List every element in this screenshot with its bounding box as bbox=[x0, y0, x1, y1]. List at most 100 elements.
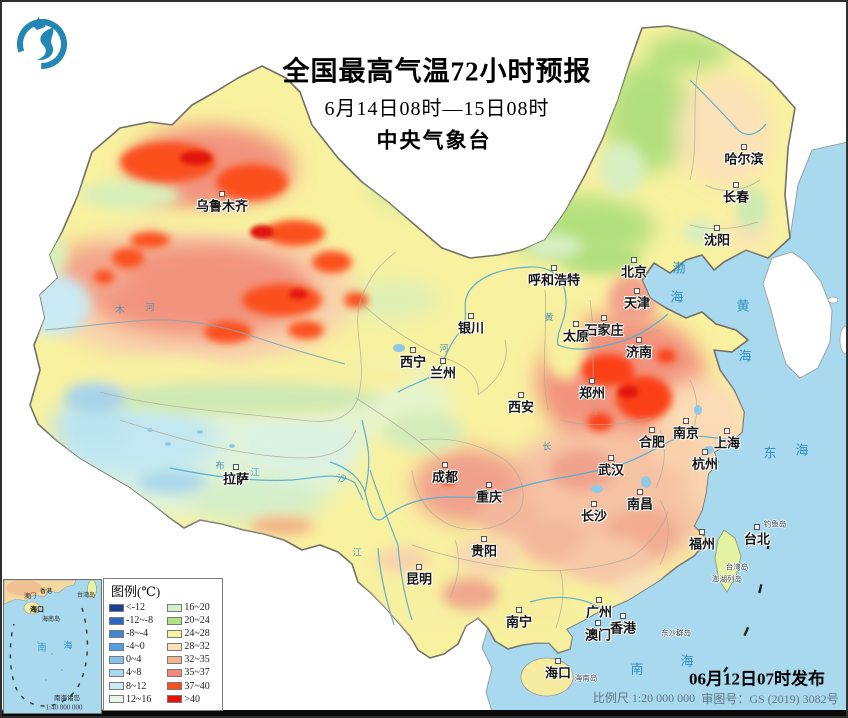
city-marker bbox=[551, 265, 557, 271]
city-marker bbox=[702, 449, 708, 455]
city-label: 南昌 bbox=[626, 496, 654, 512]
forecast-period: 6月14日08时—15日08时 bbox=[324, 98, 550, 120]
city-marker bbox=[516, 607, 522, 613]
city-label: 杭州 bbox=[691, 456, 719, 472]
legend-row: 16~20 bbox=[167, 601, 222, 614]
cma-logo-icon bbox=[17, 17, 67, 69]
legend-color-swatch bbox=[109, 629, 124, 638]
city-marker bbox=[634, 288, 640, 294]
city-marker bbox=[410, 347, 416, 353]
river-name-label: 江 bbox=[352, 547, 362, 558]
city-marker bbox=[741, 144, 747, 150]
city-label: 天津 bbox=[623, 295, 651, 311]
legend-range-label: 12~16 bbox=[126, 693, 152, 705]
city-marker bbox=[595, 620, 601, 626]
city-marker bbox=[481, 536, 487, 542]
city-marker bbox=[754, 524, 760, 530]
city-label: 长春 bbox=[722, 189, 750, 205]
city-label: 济南 bbox=[625, 344, 653, 360]
inset-label: 香港 bbox=[39, 589, 53, 595]
legend-color-swatch bbox=[109, 642, 124, 651]
city-marker bbox=[724, 428, 730, 434]
city-marker bbox=[733, 182, 739, 188]
city-label: 南京 bbox=[672, 425, 700, 441]
city-marker bbox=[416, 564, 422, 570]
korea-landmass bbox=[762, 251, 833, 379]
legend-row: 8~12 bbox=[109, 680, 165, 693]
inset-label: 海 bbox=[63, 640, 73, 651]
river-name-label: 江 bbox=[250, 467, 260, 478]
legend-panel: 图例(℃) <-12 -12~-8 -8~-4 -4~0 0~4 4~8 8~12 12~16… bbox=[103, 578, 223, 711]
city-marker bbox=[468, 313, 474, 319]
city-label: 北京 bbox=[620, 264, 648, 280]
legend-color-swatch bbox=[109, 655, 124, 664]
city-label: 拉萨 bbox=[222, 471, 250, 487]
legend-row: 32~35 bbox=[167, 653, 222, 666]
legend-range-label: 8~12 bbox=[126, 680, 147, 692]
legend-range-label: -12~-8 bbox=[126, 615, 154, 627]
inset-label: 澳门 bbox=[23, 594, 37, 600]
sea-name-label: 海 bbox=[670, 289, 684, 305]
city-label: 太原 bbox=[562, 328, 590, 344]
legend-range-label: 37~40 bbox=[184, 680, 210, 692]
legend-row: >40 bbox=[167, 693, 222, 706]
river-name-label: 河 bbox=[439, 343, 449, 354]
city-marker bbox=[699, 529, 705, 535]
city-marker bbox=[233, 464, 239, 470]
page-title: 全国最高气温72小时预报 bbox=[282, 56, 592, 87]
legend-color-swatch bbox=[109, 695, 124, 704]
city-label: 沈阳 bbox=[703, 232, 731, 248]
legend-row: 35~37 bbox=[167, 666, 222, 679]
map-scale-text: 比例尺 1:20 000 000 bbox=[592, 691, 696, 705]
inset-map-art bbox=[4, 580, 101, 713]
sea-name-label: 渤 bbox=[672, 260, 686, 276]
city-label: 呼和浩特 bbox=[527, 272, 581, 288]
legend-color-swatch bbox=[167, 616, 183, 625]
legend-range-label: 24~28 bbox=[184, 628, 210, 640]
city-marker bbox=[486, 482, 492, 488]
legend-row: 37~40 bbox=[167, 680, 222, 693]
legend-color-swatch bbox=[167, 603, 183, 612]
city-marker bbox=[440, 358, 446, 364]
legend-color-swatch bbox=[167, 642, 183, 651]
legend-range-label: 20~24 bbox=[184, 615, 210, 627]
legend-range-label: 28~32 bbox=[184, 641, 210, 653]
city-label: 南宁 bbox=[505, 614, 533, 630]
province-boundaries bbox=[99, 59, 761, 629]
city-marker bbox=[637, 489, 643, 495]
sea-name-label: 海 bbox=[795, 442, 809, 458]
city-label: 香港 bbox=[609, 620, 637, 636]
city-marker bbox=[219, 191, 225, 197]
river-name-label: 布 bbox=[215, 460, 225, 471]
city-marker bbox=[608, 455, 614, 461]
sea-name-label: 海 bbox=[680, 653, 694, 669]
legend-row: 0~4 bbox=[109, 653, 165, 666]
city-marker bbox=[620, 613, 626, 619]
legend-range-label: 16~20 bbox=[184, 602, 210, 613]
city-label: 重庆 bbox=[475, 489, 503, 505]
map-approval-number: 审图号：GS (2019) 3082号 bbox=[701, 692, 839, 706]
city-label: 澳门 bbox=[584, 627, 612, 643]
legend-color-swatch bbox=[167, 629, 183, 638]
legend-range-label: -4~0 bbox=[126, 641, 145, 653]
city-marker bbox=[573, 321, 579, 327]
bottom-bar bbox=[0, 710, 848, 718]
island-name-label: 海南岛 bbox=[574, 673, 598, 683]
city-label: 合肥 bbox=[638, 434, 666, 450]
sea-name-label: 海 bbox=[738, 348, 752, 364]
legend-grid: <-12 -12~-8 -8~-4 -4~0 0~4 4~8 8~12 12~16 16~20 2… bbox=[109, 601, 222, 706]
river-name-label: 长 bbox=[542, 441, 552, 452]
legend-range-label: >40 bbox=[184, 693, 200, 705]
legend-color-swatch bbox=[109, 603, 124, 612]
city-marker bbox=[601, 315, 607, 321]
city-label: 银川 bbox=[457, 320, 485, 336]
city-marker bbox=[683, 418, 689, 424]
legend-row: 24~28 bbox=[167, 627, 222, 640]
city-label: 广州 bbox=[585, 604, 613, 620]
jeju-island bbox=[827, 296, 839, 304]
legend-range-label: 0~4 bbox=[126, 654, 142, 666]
legend-row: 4~8 bbox=[109, 666, 165, 679]
